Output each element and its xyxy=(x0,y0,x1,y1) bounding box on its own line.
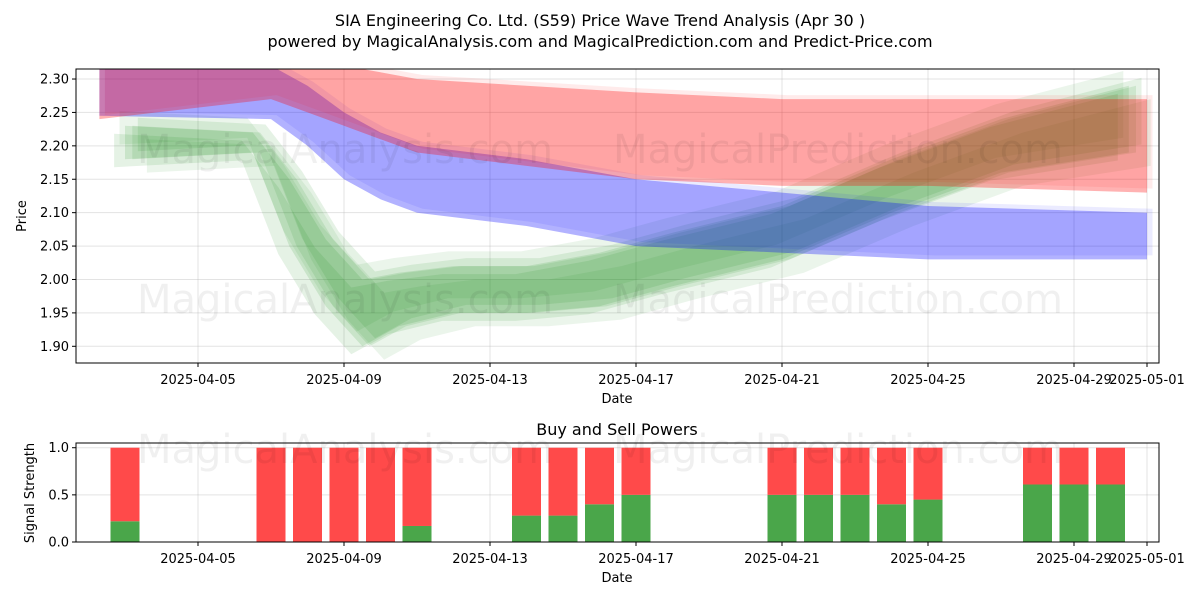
price-x-tick-label: 2025-04-09 xyxy=(306,373,382,388)
buy-bar xyxy=(840,494,870,542)
buy-bar xyxy=(877,504,906,542)
watermark-text: MagicalAnalysis.com xyxy=(137,427,553,473)
buy-bar xyxy=(548,515,578,542)
wave-band-green xyxy=(146,99,1151,360)
sell-bar xyxy=(877,447,906,505)
sell-bar xyxy=(293,447,322,542)
price-wave-bands xyxy=(99,69,1153,360)
signal-x-tick-label: 2025-04-21 xyxy=(744,552,820,567)
price-x-axis: 2025-04-05 2025-04-09 2025-04-13 2025-04-17… xyxy=(160,363,1185,388)
wave-band-red xyxy=(99,69,1147,193)
signal-x-axis-label: Date xyxy=(601,571,632,586)
price-x-tick-label: 2025-04-25 xyxy=(890,373,966,388)
chart-subtitle: powered by MagicalAnalysis.com and Magic… xyxy=(267,32,932,51)
sell-bar xyxy=(402,447,432,526)
sell-bar xyxy=(804,447,833,495)
price-y-tick-label: 2.30 xyxy=(40,73,69,88)
sell-bar xyxy=(913,447,943,500)
buy-bar xyxy=(110,521,140,542)
sell-bar xyxy=(840,447,870,495)
signal-x-tick-label: 2025-04-25 xyxy=(890,552,966,567)
signal-bars xyxy=(110,447,1125,542)
watermark-text: MagicalPrediction.com xyxy=(613,427,1063,473)
price-x-tick-label: 2025-04-13 xyxy=(452,373,528,388)
price-clipped-group xyxy=(99,69,1153,360)
sell-bar xyxy=(1023,447,1052,485)
buy-bar xyxy=(402,525,432,542)
sell-bar xyxy=(329,447,359,542)
signal-plot-frame xyxy=(75,442,1160,543)
price-plot-frame xyxy=(75,68,1160,364)
signal-y-axis: 0.0 0.5 1.0 xyxy=(48,441,76,551)
price-y-tick-label: 1.90 xyxy=(40,340,69,355)
signal-y-tick-label: 0.0 xyxy=(48,536,69,551)
buy-bar xyxy=(804,494,833,542)
chart-title: SIA Engineering Co. Ltd. (S59) Price Wav… xyxy=(335,11,865,30)
buy-bar xyxy=(621,494,651,542)
signal-x-tick-label: 2025-04-29 xyxy=(1036,552,1112,567)
buy-bar xyxy=(913,499,943,542)
price-x-tick-label: 2025-04-29 xyxy=(1036,373,1112,388)
price-x-axis-label: Date xyxy=(601,392,632,407)
watermark-text: MagicalAnalysis.com xyxy=(137,277,553,323)
price-x-tick-label: 2025-05-01 xyxy=(1109,373,1185,388)
sell-bar xyxy=(1059,447,1089,485)
signal-x-tick-label: 2025-05-01 xyxy=(1109,552,1185,567)
price-grid xyxy=(76,69,1159,363)
price-x-tick-label: 2025-04-17 xyxy=(598,373,674,388)
buy-bar xyxy=(512,515,541,542)
price-watermarks: MagicalAnalysis.com MagicalPrediction.co… xyxy=(137,127,1063,323)
wave-band-blue xyxy=(104,69,1153,256)
price-x-tick-label: 2025-04-05 xyxy=(160,373,236,388)
price-y-tick-label: 2.00 xyxy=(40,273,69,288)
price-y-tick-label: 2.15 xyxy=(40,173,69,188)
price-y-tick-label: 2.25 xyxy=(40,106,69,121)
sell-bar xyxy=(512,447,541,516)
buy-bar xyxy=(1096,484,1125,542)
watermark-text: MagicalPrediction.com xyxy=(613,127,1063,173)
sell-bar xyxy=(366,447,395,542)
buy-bar xyxy=(767,494,797,542)
signal-panel-title: Buy and Sell Powers xyxy=(536,420,698,439)
sell-bar xyxy=(621,447,651,495)
price-x-tick-label: 2025-04-21 xyxy=(744,373,820,388)
wave-band-green xyxy=(125,85,1129,347)
wave-band-green xyxy=(114,93,1118,355)
buy-bar xyxy=(1059,484,1089,542)
sell-bar xyxy=(585,447,614,505)
sell-bar xyxy=(767,447,797,495)
price-y-tick-label: 1.95 xyxy=(40,306,69,321)
signal-x-axis: 2025-04-05 2025-04-09 2025-04-13 2025-04-17… xyxy=(160,542,1185,567)
wave-band-green xyxy=(119,71,1124,332)
signal-y-axis-label: Signal Strength xyxy=(23,443,38,543)
wave-band-green xyxy=(137,77,1142,339)
wave-band-red xyxy=(104,69,1153,189)
price-y-tick-label: 2.10 xyxy=(40,206,69,221)
signal-panel: Buy and Sell Powers MagicalAnalysis.com … xyxy=(23,420,1185,586)
sell-bar xyxy=(1096,447,1125,485)
sell-bar xyxy=(548,447,578,516)
sell-bar xyxy=(110,447,140,522)
wave-band-blue xyxy=(99,69,1147,260)
signal-y-tick-label: 0.5 xyxy=(48,488,69,503)
buy-bar xyxy=(1023,484,1052,542)
watermark-text: MagicalPrediction.com xyxy=(613,277,1063,323)
sell-bar xyxy=(256,447,286,542)
signal-x-tick-label: 2025-04-09 xyxy=(306,552,382,567)
price-y-tick-label: 2.20 xyxy=(40,139,69,154)
price-panel: MagicalAnalysis.com MagicalPrediction.co… xyxy=(15,68,1185,407)
price-y-axis: 1.90 1.95 2.00 2.05 2.10 2.15 2.20 2.25 2.30 xyxy=(40,73,76,355)
signal-x-tick-label: 2025-04-05 xyxy=(160,552,236,567)
signal-x-tick-label: 2025-04-17 xyxy=(598,552,674,567)
price-y-tick-label: 2.05 xyxy=(40,240,69,255)
watermark-text: MagicalAnalysis.com xyxy=(137,127,553,173)
buy-bar xyxy=(585,504,614,542)
wave-band-green xyxy=(132,85,1137,347)
signal-x-tick-label: 2025-04-13 xyxy=(452,552,528,567)
price-y-axis-label: Price xyxy=(15,200,30,232)
signal-y-tick-label: 1.0 xyxy=(48,441,69,456)
